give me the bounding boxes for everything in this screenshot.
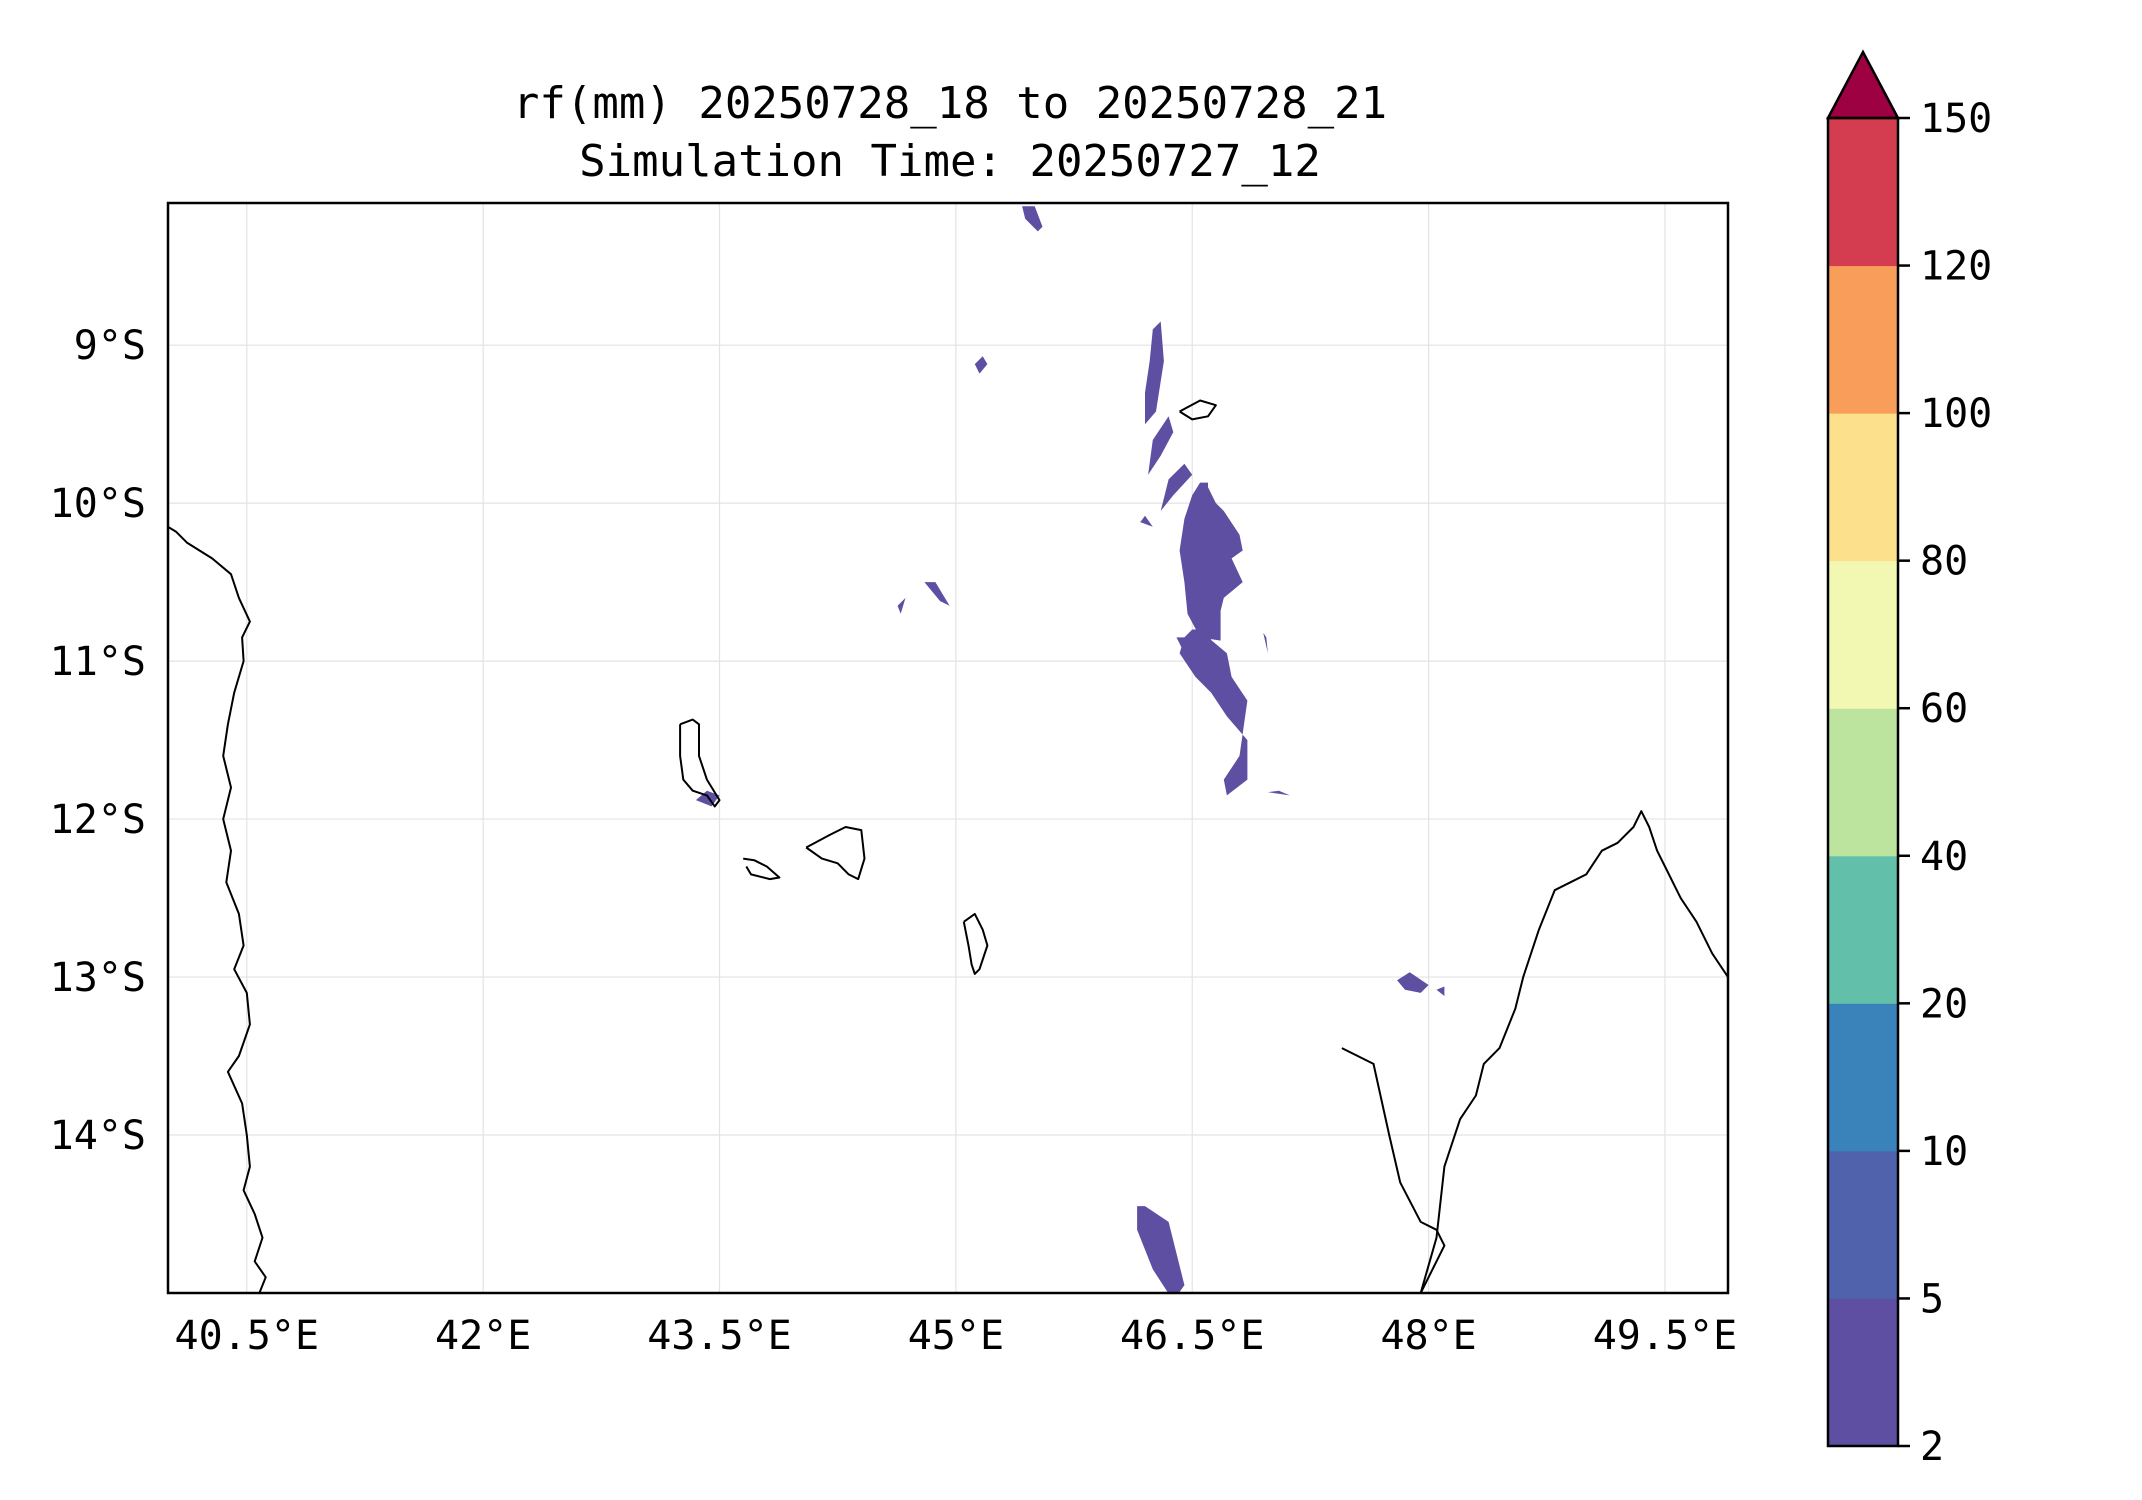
- colorbar-tick-label: 2: [1920, 1424, 1944, 1470]
- rain-cell-0: [1022, 206, 1043, 232]
- map-gridlines: [168, 203, 1728, 1293]
- colorbar-tick-label: 20: [1920, 981, 1968, 1027]
- map-frame: [166, 201, 1730, 1295]
- rain-cell-14: [1436, 986, 1445, 996]
- coastline-6: [1419, 810, 1728, 1293]
- longitude-tick-labels: 40.5°E 42°E 43.5°E 45°E 46.5°E 48°E 49.5°E: [175, 1313, 1738, 1359]
- lat-tick-label: 10°S: [50, 481, 146, 527]
- colorbar-segment-8: [1828, 118, 1898, 267]
- rain-cell-15: [1137, 1206, 1185, 1293]
- colorbar-tick-label: 120: [1920, 244, 1992, 290]
- rain-cell-12: [695, 790, 720, 807]
- lon-tick-label: 45°E: [908, 1313, 1004, 1359]
- colorbar-segment-3: [1828, 855, 1898, 1004]
- figure-title: rf(mm) 20250728_18 to 20250728_21 Simula…: [513, 78, 1387, 187]
- colorbar-tick-label: 5: [1920, 1276, 1944, 1322]
- colorbar-segment-5: [1828, 560, 1898, 709]
- lat-tick-label: 11°S: [50, 639, 146, 685]
- latitude-tick-labels: 9°S 10°S 11°S 12°S 13°S 14°S: [50, 323, 146, 1159]
- coastline-7: [1341, 1047, 1446, 1293]
- colorbar-segment-6: [1828, 413, 1898, 562]
- colorbar-tick-label: 10: [1920, 1129, 1968, 1175]
- coastline-3: [805, 826, 866, 881]
- lon-tick-label: 42°E: [435, 1313, 531, 1359]
- colorbar: 2 5 10 20 40 60 80 100 120 150: [1825, 49, 1992, 1470]
- lat-tick-label: 13°S: [50, 955, 146, 1001]
- rain-cell-1: [1145, 321, 1164, 425]
- coastlines: [168, 399, 1728, 1293]
- coastline-5: [1179, 399, 1217, 421]
- colorbar-tick-label: 40: [1920, 834, 1968, 880]
- map-area: 40.5°E 42°E 43.5°E 45°E 46.5°E 48°E 49.5°E 9°S…: [50, 201, 1738, 1359]
- colorbar-segment-1: [1828, 1150, 1898, 1299]
- colorbar-segment-4: [1828, 708, 1898, 857]
- title-line-2: Simulation Time: 20250727_12: [579, 136, 1321, 187]
- colorbar-tick-label: 80: [1920, 539, 1968, 585]
- lat-tick-label: 12°S: [50, 797, 146, 843]
- rain-cell-4: [1160, 463, 1193, 511]
- lon-tick-label: 46.5°E: [1120, 1313, 1265, 1359]
- lon-tick-label: 43.5°E: [647, 1313, 792, 1359]
- colorbar-segment-7: [1828, 265, 1898, 414]
- rain-cell-13: [1397, 972, 1429, 993]
- colorbar-segment-0: [1828, 1298, 1898, 1447]
- colorbar-frame: [1826, 116, 1900, 1448]
- rain-cell-7: [1179, 629, 1248, 796]
- lat-tick-label: 14°S: [50, 1113, 146, 1159]
- lon-tick-label: 40.5°E: [175, 1313, 320, 1359]
- colorbar-tick-label: 100: [1920, 391, 1992, 437]
- coastline-4: [962, 912, 989, 975]
- coastline-1: [679, 718, 721, 808]
- coastline-2: [743, 857, 781, 881]
- coastline-0: [168, 525, 267, 1293]
- rainfall-contours: [695, 206, 1445, 1293]
- rain-cell-3: [1148, 416, 1174, 475]
- rain-cell-11: [1267, 790, 1290, 796]
- colorbar-extend-arrow: [1825, 49, 1901, 120]
- lon-tick-label: 48°E: [1380, 1313, 1476, 1359]
- rain-cell-6: [1176, 482, 1243, 669]
- colorbar-tick-label: 60: [1920, 686, 1968, 732]
- rain-cell-5: [1140, 515, 1153, 527]
- title-line-1: rf(mm) 20250728_18 to 20250728_21: [513, 78, 1387, 129]
- lon-tick-label: 49.5°E: [1593, 1313, 1738, 1359]
- rain-cell-2: [974, 356, 988, 374]
- rain-cell-9: [897, 597, 906, 614]
- colorbar-tick-label: 150: [1920, 96, 1992, 142]
- rain-cell-10: [1263, 632, 1268, 654]
- rain-cell-8: [924, 582, 950, 606]
- colorbar-segment-2: [1828, 1003, 1898, 1152]
- lat-tick-label: 9°S: [74, 323, 146, 369]
